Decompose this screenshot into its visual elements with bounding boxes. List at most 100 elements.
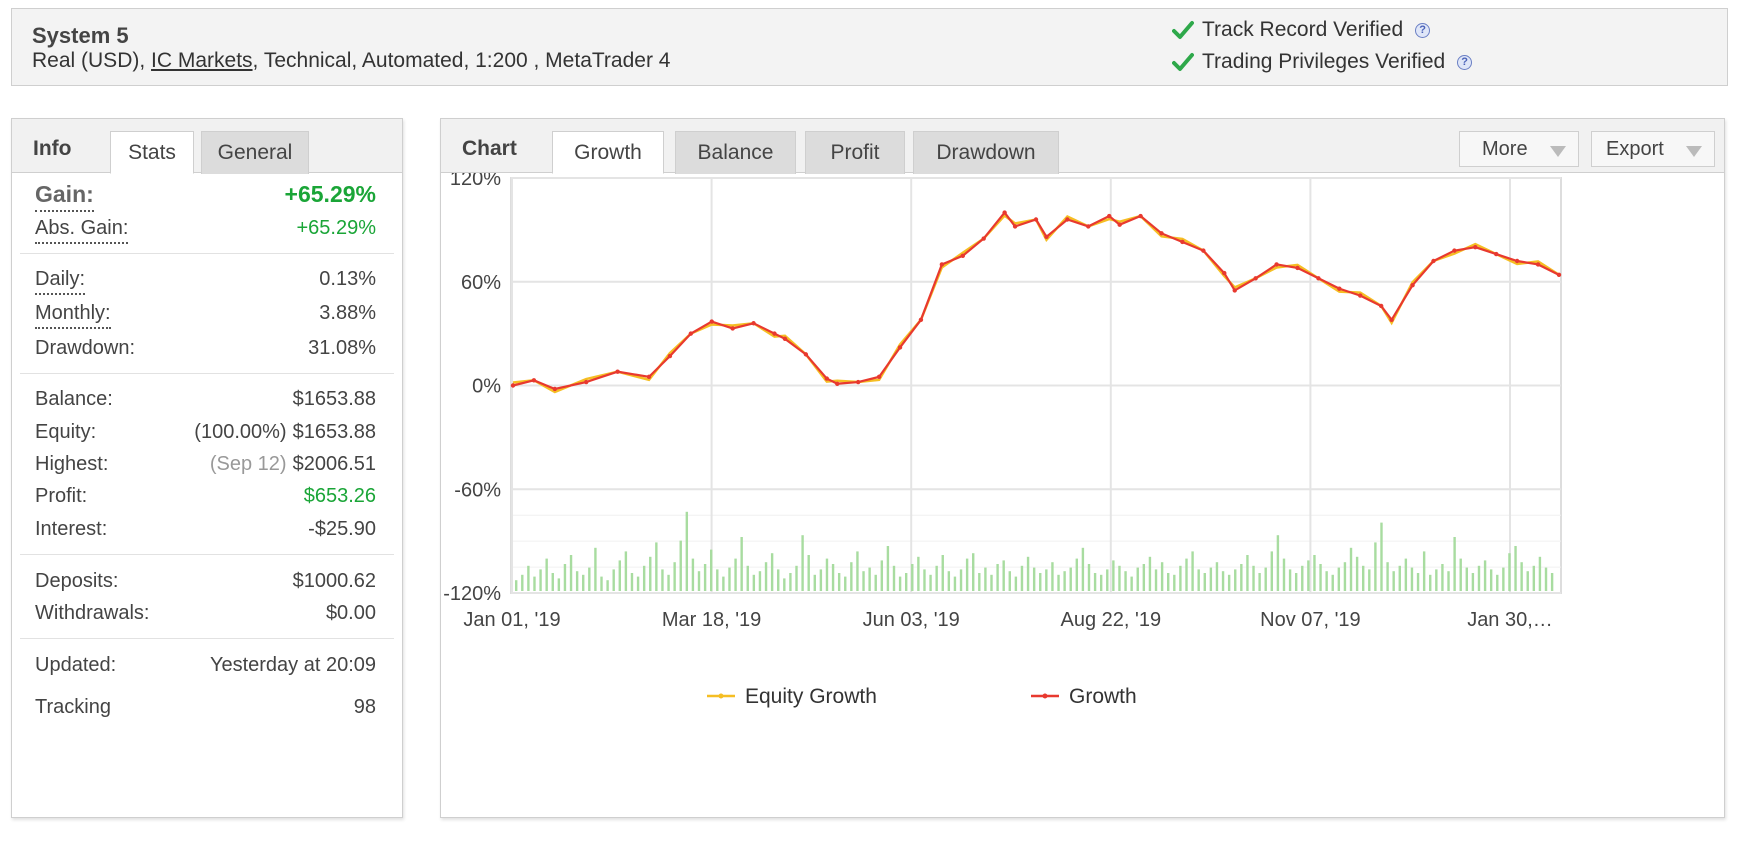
volume-bar xyxy=(844,576,847,591)
account-details: , Technical, Automated, 1:200 , MetaTrad… xyxy=(252,49,671,72)
volume-bar xyxy=(1118,565,1121,591)
volume-bar xyxy=(904,573,908,591)
daily-label[interactable]: Daily: xyxy=(35,268,86,295)
help-icon[interactable]: ? xyxy=(1457,54,1473,70)
gain-label[interactable]: Gain: xyxy=(35,181,94,212)
volume-bar xyxy=(1112,560,1115,591)
tab-drawdown[interactable]: Drawdown xyxy=(913,131,1059,174)
abs-gain-label[interactable]: Abs. Gain: xyxy=(35,217,129,244)
more-dropdown[interactable]: More xyxy=(1459,131,1579,167)
checkmark-icon xyxy=(1172,21,1194,39)
volume-bar xyxy=(606,580,609,591)
volume-bar xyxy=(1002,560,1005,591)
daily-value: 0.13% xyxy=(319,268,376,290)
volume-bar xyxy=(703,564,707,591)
help-icon[interactable]: ? xyxy=(1415,22,1431,38)
volume-bar xyxy=(1185,558,1188,591)
volume-bar xyxy=(600,576,603,591)
volume-bar xyxy=(673,562,676,591)
volume-bar xyxy=(1313,555,1316,591)
volume-bar xyxy=(959,569,963,591)
tracking-value: 98 xyxy=(353,696,376,718)
volume-bar xyxy=(1398,565,1401,591)
withdrawals-value: $0.00 xyxy=(325,602,376,624)
volume-bar xyxy=(575,571,579,591)
volume-bar xyxy=(752,574,756,591)
growth-point xyxy=(688,331,694,336)
volume-bar xyxy=(1142,564,1146,591)
profit-label: Profit: xyxy=(35,485,88,507)
deposits-label: Deposits: xyxy=(35,570,119,592)
volume-bar xyxy=(1404,558,1408,591)
volume-bar xyxy=(539,569,542,591)
volume-bar xyxy=(917,556,920,591)
volume-bar xyxy=(630,573,634,591)
growth-point xyxy=(981,236,986,241)
volume-bar xyxy=(624,551,628,591)
volume-bar xyxy=(1173,574,1176,591)
growth-point xyxy=(1253,276,1258,281)
volume-bar xyxy=(1167,573,1170,591)
equity-label: Equity: xyxy=(35,421,97,443)
volume-bar xyxy=(527,565,530,591)
volume-bar xyxy=(825,558,829,591)
growth-point xyxy=(552,386,558,392)
volume-bar xyxy=(1422,551,1426,591)
growth-point xyxy=(1107,213,1112,219)
tab-general[interactable]: General xyxy=(201,131,309,174)
volume-bar xyxy=(1294,573,1298,591)
volume-bar xyxy=(923,569,926,591)
volume-bar xyxy=(1520,562,1523,591)
volume-bar xyxy=(1099,574,1103,591)
growth-point xyxy=(1452,248,1457,253)
interest-row: Interest: -$25.90 xyxy=(35,518,376,541)
highest-row: Highest: (Sep 12) $2006.51 xyxy=(35,453,376,476)
volume-bar xyxy=(978,573,981,591)
volume-bar xyxy=(795,565,798,591)
legend-label[interactable]: Growth xyxy=(1069,685,1137,708)
volume-bar xyxy=(1148,556,1152,591)
abs-gain-row: Abs. Gain: +65.29% xyxy=(35,217,376,244)
tab-stats[interactable]: Stats xyxy=(110,131,194,174)
volume-bar xyxy=(649,556,652,591)
broker-link[interactable]: IC Markets xyxy=(151,49,253,72)
volume-bar xyxy=(1362,565,1365,591)
verification-label: Track Record Verified xyxy=(1202,18,1404,41)
growth-point xyxy=(1232,288,1237,293)
volume-bar xyxy=(1014,576,1018,591)
tab-profit[interactable]: Profit xyxy=(805,131,905,174)
y-tick-label: 120% xyxy=(450,173,501,190)
volume-bar xyxy=(1453,537,1456,591)
balance-label: Balance: xyxy=(35,388,113,410)
monthly-label[interactable]: Monthly: xyxy=(35,302,111,329)
volume-bar xyxy=(898,576,902,591)
volume-bar xyxy=(758,571,762,591)
volume-bar xyxy=(813,574,816,591)
volume-bar xyxy=(1227,574,1231,591)
updated-value: Yesterday at 20:09 xyxy=(209,654,376,676)
volume-bar xyxy=(1057,574,1060,591)
volume-bar xyxy=(1203,573,1206,591)
volume-bar xyxy=(1008,571,1011,591)
legend-label[interactable]: Equity Growth xyxy=(745,685,877,708)
x-tick-label: Jan 30,… xyxy=(1467,609,1553,631)
export-dropdown[interactable]: Export xyxy=(1591,131,1715,167)
trading-privileges-verified: Trading Privileges Verified ? xyxy=(1172,50,1473,74)
volume-bar xyxy=(1331,574,1334,591)
volume-bar xyxy=(618,560,621,591)
drawdown-value: 31.08% xyxy=(308,337,376,359)
monthly-value: 3.88% xyxy=(319,302,376,324)
tab-growth[interactable]: Growth xyxy=(552,131,664,174)
volume-bar xyxy=(521,574,524,591)
volume-bar xyxy=(557,578,561,591)
volume-bar xyxy=(935,565,938,591)
tab-balance[interactable]: Balance xyxy=(675,131,796,174)
growth-point xyxy=(803,352,809,357)
growth-chart[interactable]: 120% 60% 0% -60% -120% Jan 01, '19 Mar 18, '19… xyxy=(441,173,1726,818)
volume-bar xyxy=(588,567,591,591)
volume-bar xyxy=(667,574,670,591)
volume-bar xyxy=(1240,564,1243,591)
volume-bar xyxy=(1392,571,1395,591)
divider xyxy=(20,373,394,374)
growth-point xyxy=(876,374,882,380)
